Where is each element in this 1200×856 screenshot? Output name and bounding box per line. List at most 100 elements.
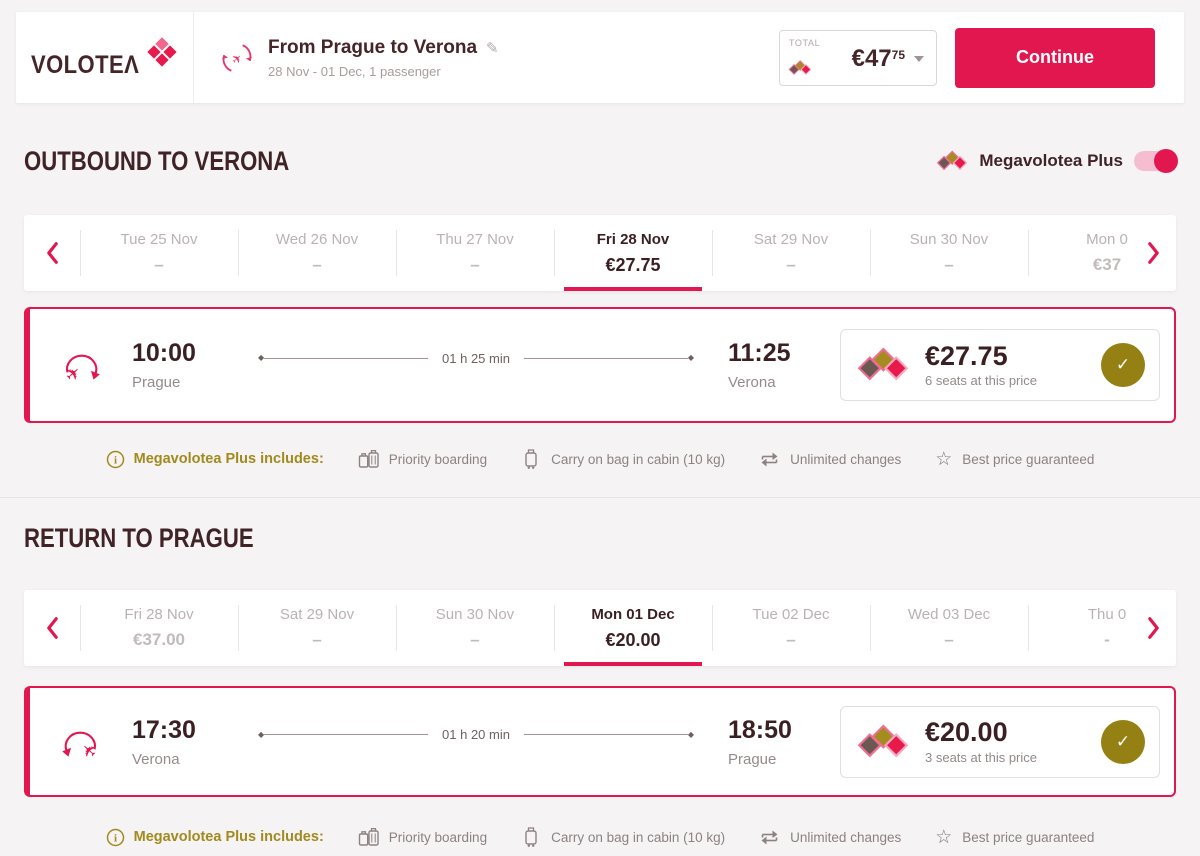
seats-note: 3 seats at this price — [925, 749, 1037, 765]
departure-time: 10:00 — [132, 339, 196, 367]
date-option[interactable]: Tue 02 Dec – — [712, 590, 870, 666]
departure-city: Verona — [132, 750, 180, 768]
megavolotea-plus-toggle[interactable] — [1134, 149, 1178, 173]
fare-box[interactable]: €27.75 6 seats at this price ✓ — [840, 329, 1160, 401]
top-bar: VOLOTEΛ From Prague to Verona ✎ 28 Nov -… — [16, 12, 1184, 103]
outbound-flight-card[interactable]: 10:00 Prague ◆ 01 h 25 min ◆ 11:25 Veron… — [24, 307, 1176, 423]
trip-subtitle: 28 Nov - 01 Dec, 1 passenger — [268, 63, 441, 79]
return-heading-row: RETURN TO PRAGUE — [24, 517, 1176, 559]
return-flight-card[interactable]: 17:30 Verona ◆ 01 h 20 min ◆ 18:50 Pragu… — [24, 686, 1176, 797]
fare-price: €20.00 — [925, 717, 1008, 748]
fare-selected-check[interactable]: ✓ — [1101, 719, 1145, 764]
arrival-time: 18:50 — [728, 715, 792, 744]
chevron-right-icon — [1146, 240, 1161, 266]
date-option[interactable]: Thu 0 - — [1028, 590, 1176, 666]
chevron-down-icon — [914, 55, 924, 62]
route-start-diamond-icon: ◆ — [258, 729, 265, 739]
date-option-selected[interactable]: Mon 01 Dec €20.00 — [554, 590, 712, 666]
prev-dates-button[interactable] — [24, 590, 80, 666]
date-option-selected[interactable]: Fri 28 Nov €27.75 — [554, 215, 712, 291]
date-option[interactable]: Tue 25 Nov – — [80, 215, 238, 291]
continue-button[interactable]: Continue — [955, 27, 1155, 88]
date-option[interactable]: Wed 03 Dec – — [870, 590, 1028, 666]
date-option[interactable]: Thu 27 Nov – — [396, 215, 554, 291]
megavolotea-icon — [936, 149, 968, 173]
include-carry-on: Carry on bag in cabin (10 kg) — [521, 826, 725, 848]
info-icon — [106, 828, 125, 847]
route-line: ◆ 01 h 20 min ◆ — [258, 727, 694, 742]
return-date-carousel: Fri 28 Nov €37.00 Sat 29 Nov – Sun 30 No… — [24, 590, 1176, 666]
volotea-logo[interactable]: VOLOTEΛ — [16, 12, 194, 103]
fare-box[interactable]: €20.00 3 seats at this price ✓ — [840, 705, 1160, 778]
includes-label: Megavolotea Plus includes: — [133, 451, 324, 467]
chevron-right-icon — [1146, 615, 1161, 641]
luggage-icon — [358, 827, 379, 847]
star-icon: ☆ — [935, 447, 953, 470]
check-icon: ✓ — [1115, 355, 1131, 375]
include-unlimited-changes: Unlimited changes — [759, 829, 901, 846]
repeat-arrows-icon — [759, 451, 780, 468]
seats-note: 6 seats at this price — [925, 373, 1037, 389]
star-icon: ☆ — [935, 825, 953, 848]
megavolotea-icon — [788, 59, 812, 77]
departure-city: Prague — [132, 374, 181, 391]
outbound-date-carousel: Tue 25 Nov – Wed 26 Nov – Thu 27 Nov – F… — [24, 215, 1176, 291]
include-best-price: ☆ Best price guaranteed — [935, 825, 1095, 848]
outbound-heading-row: OUTBOUND TO VERONA Megavolotea Plus — [24, 140, 1178, 182]
include-unlimited-changes: Unlimited changes — [759, 451, 901, 468]
include-carry-on: Carry on bag in cabin (10 kg) — [521, 448, 725, 470]
departure-plane-icon — [58, 344, 104, 386]
section-divider — [0, 497, 1200, 498]
flight-duration: 01 h 25 min — [442, 350, 510, 366]
date-option[interactable]: Wed 26 Nov – — [238, 215, 396, 291]
return-plane-icon — [58, 721, 104, 763]
return-includes-row: Megavolotea Plus includes: Priority boar… — [24, 822, 1176, 852]
date-option[interactable]: Mon 0 €37 — [1028, 215, 1176, 291]
megavolotea-icon — [857, 722, 909, 762]
chevron-left-icon — [45, 240, 60, 266]
total-label: TOTAL — [789, 37, 821, 48]
trip-title: From Prague to Verona — [268, 36, 478, 58]
date-option[interactable]: Fri 28 Nov €37.00 — [80, 590, 238, 666]
trolley-bag-icon — [521, 448, 541, 470]
prev-dates-button[interactable] — [24, 215, 80, 291]
next-dates-button[interactable] — [1130, 590, 1176, 666]
volotea-wordmark: VOLOTEΛ — [31, 50, 140, 79]
repeat-arrows-icon — [759, 829, 780, 846]
total-amount: €47 — [851, 44, 892, 72]
flight-duration: 01 h 20 min — [442, 727, 510, 742]
departure-time: 17:30 — [132, 715, 196, 744]
luggage-icon — [358, 449, 379, 469]
route-end-diamond-icon: ◆ — [687, 353, 694, 362]
include-priority-boarding: Priority boarding — [358, 827, 487, 847]
date-option[interactable]: Sat 29 Nov – — [712, 215, 870, 291]
trip-summary: From Prague to Verona ✎ 28 Nov - 01 Dec,… — [220, 37, 499, 79]
chevron-left-icon — [45, 615, 60, 641]
date-option[interactable]: Sun 30 Nov – — [870, 215, 1028, 291]
megavolotea-plus-label: Megavolotea Plus — [979, 151, 1123, 170]
fare-selected-check[interactable]: ✓ — [1101, 343, 1145, 387]
megavolotea-icon — [857, 345, 909, 385]
edit-trip-icon[interactable]: ✎ — [486, 38, 499, 57]
arrival-city: Verona — [728, 374, 776, 391]
trolley-bag-icon — [521, 826, 541, 848]
outbound-title: OUTBOUND TO VERONA — [24, 145, 290, 176]
check-icon: ✓ — [1115, 731, 1131, 752]
arrival-time: 11:25 — [728, 339, 791, 367]
next-dates-button[interactable] — [1130, 215, 1176, 291]
arrival-city: Prague — [728, 750, 777, 768]
total-price-dropdown[interactable]: TOTAL €47 75 — [779, 29, 937, 86]
fare-price: €27.75 — [925, 340, 1008, 371]
total-cents: 75 — [891, 47, 905, 62]
return-title: RETURN TO PRAGUE — [24, 522, 254, 553]
include-priority-boarding: Priority boarding — [358, 449, 487, 469]
info-icon — [106, 450, 125, 469]
round-trip-icon — [220, 41, 254, 75]
route-end-diamond-icon: ◆ — [687, 729, 694, 739]
include-best-price: ☆ Best price guaranteed — [935, 447, 1095, 470]
volotea-diamond-icon — [146, 36, 178, 68]
date-option[interactable]: Sat 29 Nov – — [238, 590, 396, 666]
includes-label: Megavolotea Plus includes: — [133, 829, 324, 845]
date-option[interactable]: Sun 30 Nov – — [396, 590, 554, 666]
outbound-includes-row: Megavolotea Plus includes: Priority boar… — [24, 444, 1176, 474]
